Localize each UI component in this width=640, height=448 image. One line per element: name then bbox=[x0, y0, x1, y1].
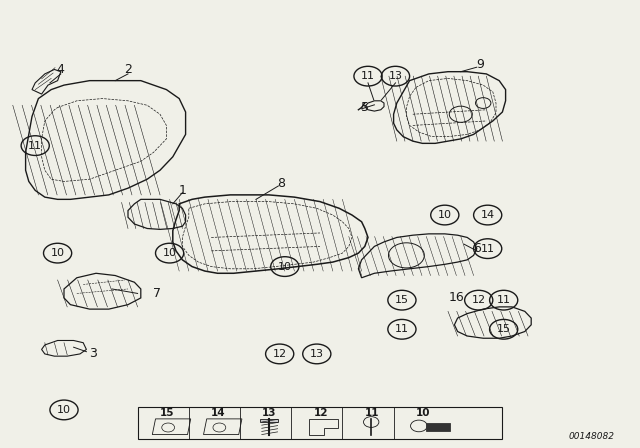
Polygon shape bbox=[426, 423, 450, 431]
Text: 12: 12 bbox=[472, 295, 486, 305]
Text: 3: 3 bbox=[89, 347, 97, 361]
Text: 11: 11 bbox=[395, 324, 409, 334]
Text: 1: 1 bbox=[179, 184, 186, 197]
Text: 10: 10 bbox=[438, 210, 452, 220]
Text: 13: 13 bbox=[262, 408, 276, 418]
Text: 10: 10 bbox=[416, 408, 430, 418]
Text: 15: 15 bbox=[160, 408, 174, 418]
Bar bbox=[138, 407, 502, 439]
Polygon shape bbox=[260, 419, 278, 422]
Text: 11: 11 bbox=[28, 141, 42, 151]
Text: 7: 7 bbox=[153, 287, 161, 300]
Text: 11: 11 bbox=[361, 71, 375, 81]
Text: 5: 5 bbox=[361, 101, 369, 114]
Text: 10: 10 bbox=[278, 262, 292, 271]
Text: 14: 14 bbox=[211, 408, 225, 418]
Text: 12: 12 bbox=[314, 408, 328, 418]
Text: 16: 16 bbox=[449, 291, 464, 305]
Text: 14: 14 bbox=[481, 210, 495, 220]
Text: 8: 8 bbox=[278, 177, 285, 190]
Text: 10: 10 bbox=[51, 248, 65, 258]
Text: 00148082: 00148082 bbox=[568, 432, 614, 441]
Text: 2: 2 bbox=[124, 63, 132, 76]
Text: 9: 9 bbox=[476, 58, 484, 72]
Text: 10: 10 bbox=[163, 248, 177, 258]
Text: 4: 4 bbox=[57, 63, 65, 76]
Text: 12: 12 bbox=[273, 349, 287, 359]
Text: 15: 15 bbox=[395, 295, 409, 305]
Text: 6: 6 bbox=[473, 242, 481, 255]
Text: 11: 11 bbox=[497, 295, 511, 305]
Text: 15: 15 bbox=[497, 324, 511, 334]
Text: 11: 11 bbox=[365, 408, 379, 418]
Text: 13: 13 bbox=[310, 349, 324, 359]
Text: 11: 11 bbox=[481, 244, 495, 254]
Text: 10: 10 bbox=[57, 405, 71, 415]
Text: 13: 13 bbox=[388, 71, 403, 81]
